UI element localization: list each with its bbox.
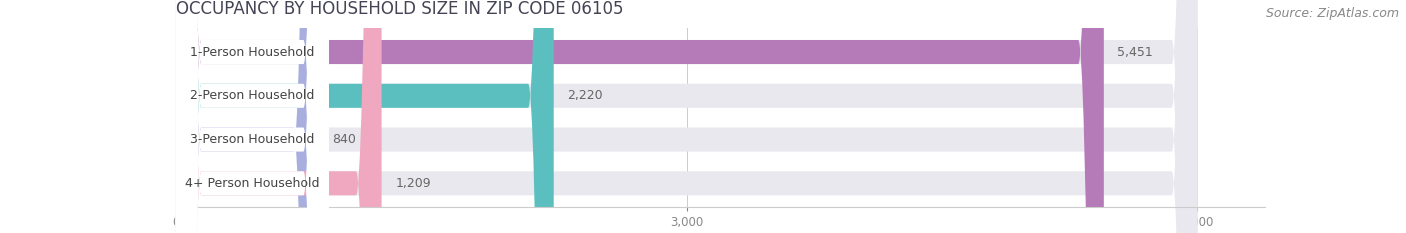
Text: 4+ Person Household: 4+ Person Household: [186, 177, 319, 190]
Text: 2-Person Household: 2-Person Household: [190, 89, 315, 102]
FancyBboxPatch shape: [176, 0, 554, 233]
Text: 2,220: 2,220: [568, 89, 603, 102]
Text: 3-Person Household: 3-Person Household: [190, 133, 315, 146]
FancyBboxPatch shape: [176, 0, 1198, 233]
Text: 5,451: 5,451: [1118, 45, 1153, 58]
FancyBboxPatch shape: [176, 0, 329, 233]
FancyBboxPatch shape: [176, 0, 1104, 233]
Text: Source: ZipAtlas.com: Source: ZipAtlas.com: [1265, 7, 1399, 20]
FancyBboxPatch shape: [176, 0, 381, 233]
FancyBboxPatch shape: [176, 0, 329, 233]
Text: 840: 840: [332, 133, 356, 146]
FancyBboxPatch shape: [176, 0, 1198, 233]
FancyBboxPatch shape: [176, 0, 329, 233]
FancyBboxPatch shape: [176, 0, 329, 233]
Text: 1,209: 1,209: [395, 177, 430, 190]
Text: OCCUPANCY BY HOUSEHOLD SIZE IN ZIP CODE 06105: OCCUPANCY BY HOUSEHOLD SIZE IN ZIP CODE …: [176, 0, 623, 18]
FancyBboxPatch shape: [176, 0, 1198, 233]
Text: 1-Person Household: 1-Person Household: [190, 45, 315, 58]
FancyBboxPatch shape: [176, 0, 1198, 233]
FancyBboxPatch shape: [176, 0, 319, 233]
